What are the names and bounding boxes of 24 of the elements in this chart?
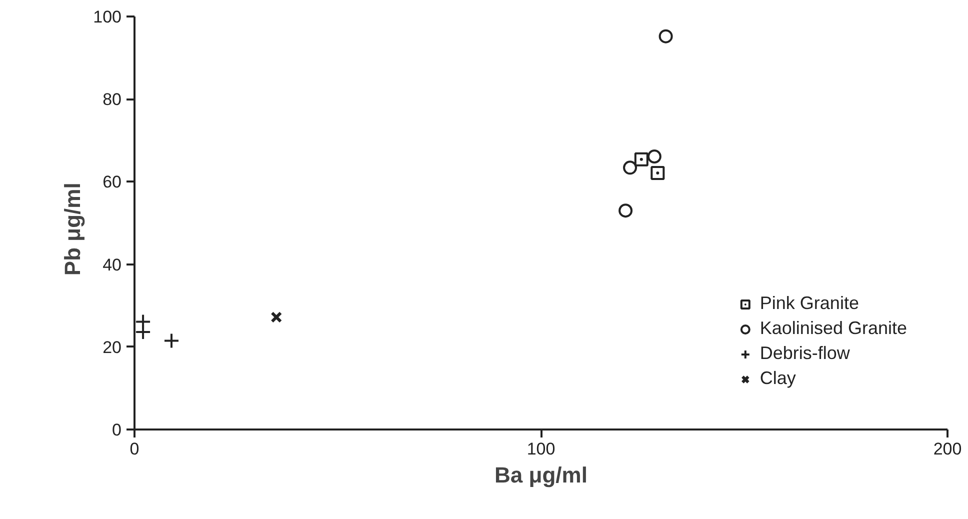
legend-label: Kaolinised Granite xyxy=(760,318,907,339)
legend-label: Debris-flow xyxy=(760,343,850,364)
point xyxy=(270,311,282,323)
point xyxy=(650,166,665,180)
y-axis-title: Pb μg/ml xyxy=(60,182,86,276)
y-tick-label: 100 xyxy=(93,8,122,26)
y-tick-label: 40 xyxy=(102,255,122,274)
legend-label: Clay xyxy=(760,368,796,389)
x-tick-label: 0 xyxy=(130,440,140,458)
point xyxy=(658,29,673,44)
point xyxy=(618,204,633,218)
y-tick-label: 20 xyxy=(102,338,122,357)
y-tick-label: 0 xyxy=(112,420,122,440)
point xyxy=(634,152,648,166)
x-tick-label: 200 xyxy=(933,440,962,458)
legend-label: Pink Granite xyxy=(760,293,859,314)
y-tick-label: 80 xyxy=(102,90,122,110)
point xyxy=(135,324,152,340)
point xyxy=(163,332,180,349)
y-tick-label: 60 xyxy=(102,172,122,192)
point xyxy=(623,160,638,175)
x-axis-title: Ba μg/ml xyxy=(494,462,588,488)
x-tick-label: 100 xyxy=(526,440,556,458)
point xyxy=(647,150,662,164)
